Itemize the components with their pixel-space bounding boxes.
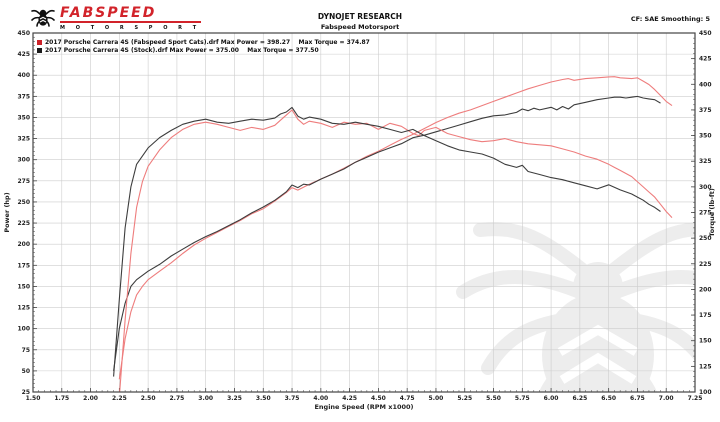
svg-text:2.25: 2.25 xyxy=(112,395,127,402)
svg-text:250: 250 xyxy=(699,235,712,242)
svg-text:1.50: 1.50 xyxy=(26,395,41,402)
legend-swatch-stock xyxy=(37,48,42,53)
brand-subword: M O T O R S P O R T xyxy=(60,25,201,31)
legend-label-stock: 2017 Porsche Carrera 4S (Stock).drf Max … xyxy=(45,47,319,54)
svg-text:25: 25 xyxy=(22,389,30,396)
chart-generated-layer: 1.50 1.75 2.00 2.25 2.50 2.75 3.00 3.25 3.50 3.75… xyxy=(3,30,716,411)
svg-text:3.50: 3.50 xyxy=(256,395,271,402)
fabspeed-logo: FABSPEED M O T O R S P O R T xyxy=(30,6,201,31)
svg-text:450: 450 xyxy=(17,30,30,37)
svg-text:4.00: 4.00 xyxy=(313,395,328,402)
svg-text:400: 400 xyxy=(17,72,30,79)
svg-text:125: 125 xyxy=(17,305,30,312)
svg-text:7.25: 7.25 xyxy=(688,395,703,402)
spider-icon xyxy=(31,9,55,27)
svg-text:375: 375 xyxy=(17,93,30,100)
svg-text:450: 450 xyxy=(699,30,712,37)
svg-text:1.75: 1.75 xyxy=(54,395,69,402)
svg-text:4.25: 4.25 xyxy=(342,395,357,402)
svg-text:4.50: 4.50 xyxy=(371,395,386,402)
svg-text:6.25: 6.25 xyxy=(572,395,587,402)
legend-item-fabspeed: 2017 Porsche Carrera 4S (Fabspeed Sport … xyxy=(37,39,370,46)
svg-text:7.00: 7.00 xyxy=(659,395,674,402)
svg-text:150: 150 xyxy=(699,338,712,345)
svg-text:250: 250 xyxy=(17,199,30,206)
svg-text:175: 175 xyxy=(17,262,30,269)
svg-text:300: 300 xyxy=(699,184,712,191)
svg-text:4.75: 4.75 xyxy=(400,395,415,402)
svg-text:425: 425 xyxy=(699,56,712,63)
legend-item-stock: 2017 Porsche Carrera 4S (Stock).drf Max … xyxy=(37,47,370,54)
svg-text:200: 200 xyxy=(17,241,30,248)
svg-text:2.00: 2.00 xyxy=(83,395,98,402)
svg-text:75: 75 xyxy=(22,347,30,354)
curve-fabspeed_torque xyxy=(119,109,673,392)
svg-text:6.50: 6.50 xyxy=(601,395,616,402)
curve-stock_power xyxy=(113,95,661,371)
report-title: DYNOJET RESEARCH xyxy=(317,12,403,21)
svg-text:175: 175 xyxy=(699,312,712,319)
svg-text:300: 300 xyxy=(17,157,30,164)
right-axis-title: Torque (lb-ft) xyxy=(708,188,716,237)
legend-label-fabspeed: 2017 Porsche Carrera 4S (Fabspeed Sport … xyxy=(45,39,370,46)
svg-text:5.50: 5.50 xyxy=(486,395,501,402)
svg-text:6.00: 6.00 xyxy=(544,395,559,402)
svg-text:375: 375 xyxy=(699,107,712,114)
svg-text:Engine Speed (RPM x1000): Engine Speed (RPM x1000) xyxy=(314,403,413,411)
svg-text:325: 325 xyxy=(17,136,30,143)
curve-stock_torque xyxy=(113,106,661,377)
svg-text:2.75: 2.75 xyxy=(170,395,185,402)
svg-text:425: 425 xyxy=(17,51,30,58)
correction-smoothing-label: CF: SAE Smoothing: 5 xyxy=(630,15,710,23)
svg-text:5.00: 5.00 xyxy=(429,395,444,402)
legend: 2017 Porsche Carrera 4S (Fabspeed Sport … xyxy=(37,39,370,55)
svg-text:150: 150 xyxy=(17,283,30,290)
svg-text:5.75: 5.75 xyxy=(515,395,530,402)
svg-text:50: 50 xyxy=(22,368,30,375)
brand-word: FABSPEED xyxy=(60,6,201,23)
svg-text:225: 225 xyxy=(17,220,30,227)
watermark-spider-logo xyxy=(456,222,695,392)
svg-text:275: 275 xyxy=(17,178,30,185)
svg-text:3.25: 3.25 xyxy=(227,395,242,402)
svg-text:350: 350 xyxy=(17,114,30,121)
svg-text:225: 225 xyxy=(699,261,712,268)
svg-text:3.75: 3.75 xyxy=(285,395,300,402)
svg-text:6.75: 6.75 xyxy=(630,395,645,402)
legend-swatch-fabspeed xyxy=(37,40,42,45)
svg-text:200: 200 xyxy=(699,286,712,293)
plot-border xyxy=(32,32,696,393)
curve-fabspeed_power xyxy=(118,76,673,380)
svg-text:3.00: 3.00 xyxy=(198,395,213,402)
svg-text:275: 275 xyxy=(699,210,712,217)
svg-text:400: 400 xyxy=(699,81,712,88)
report-header: DYNOJET RESEARCH Fabspeed Motorsport xyxy=(0,12,720,31)
svg-text:350: 350 xyxy=(699,133,712,140)
svg-text:100: 100 xyxy=(17,326,30,333)
report-subtitle: Fabspeed Motorsport xyxy=(320,23,400,31)
svg-text:100: 100 xyxy=(699,389,712,396)
svg-text:2.50: 2.50 xyxy=(141,395,156,402)
svg-text:125: 125 xyxy=(699,363,712,370)
left-axis-title: Power (hp) xyxy=(3,192,11,232)
svg-text:5.25: 5.25 xyxy=(457,395,472,402)
svg-text:325: 325 xyxy=(699,158,712,165)
